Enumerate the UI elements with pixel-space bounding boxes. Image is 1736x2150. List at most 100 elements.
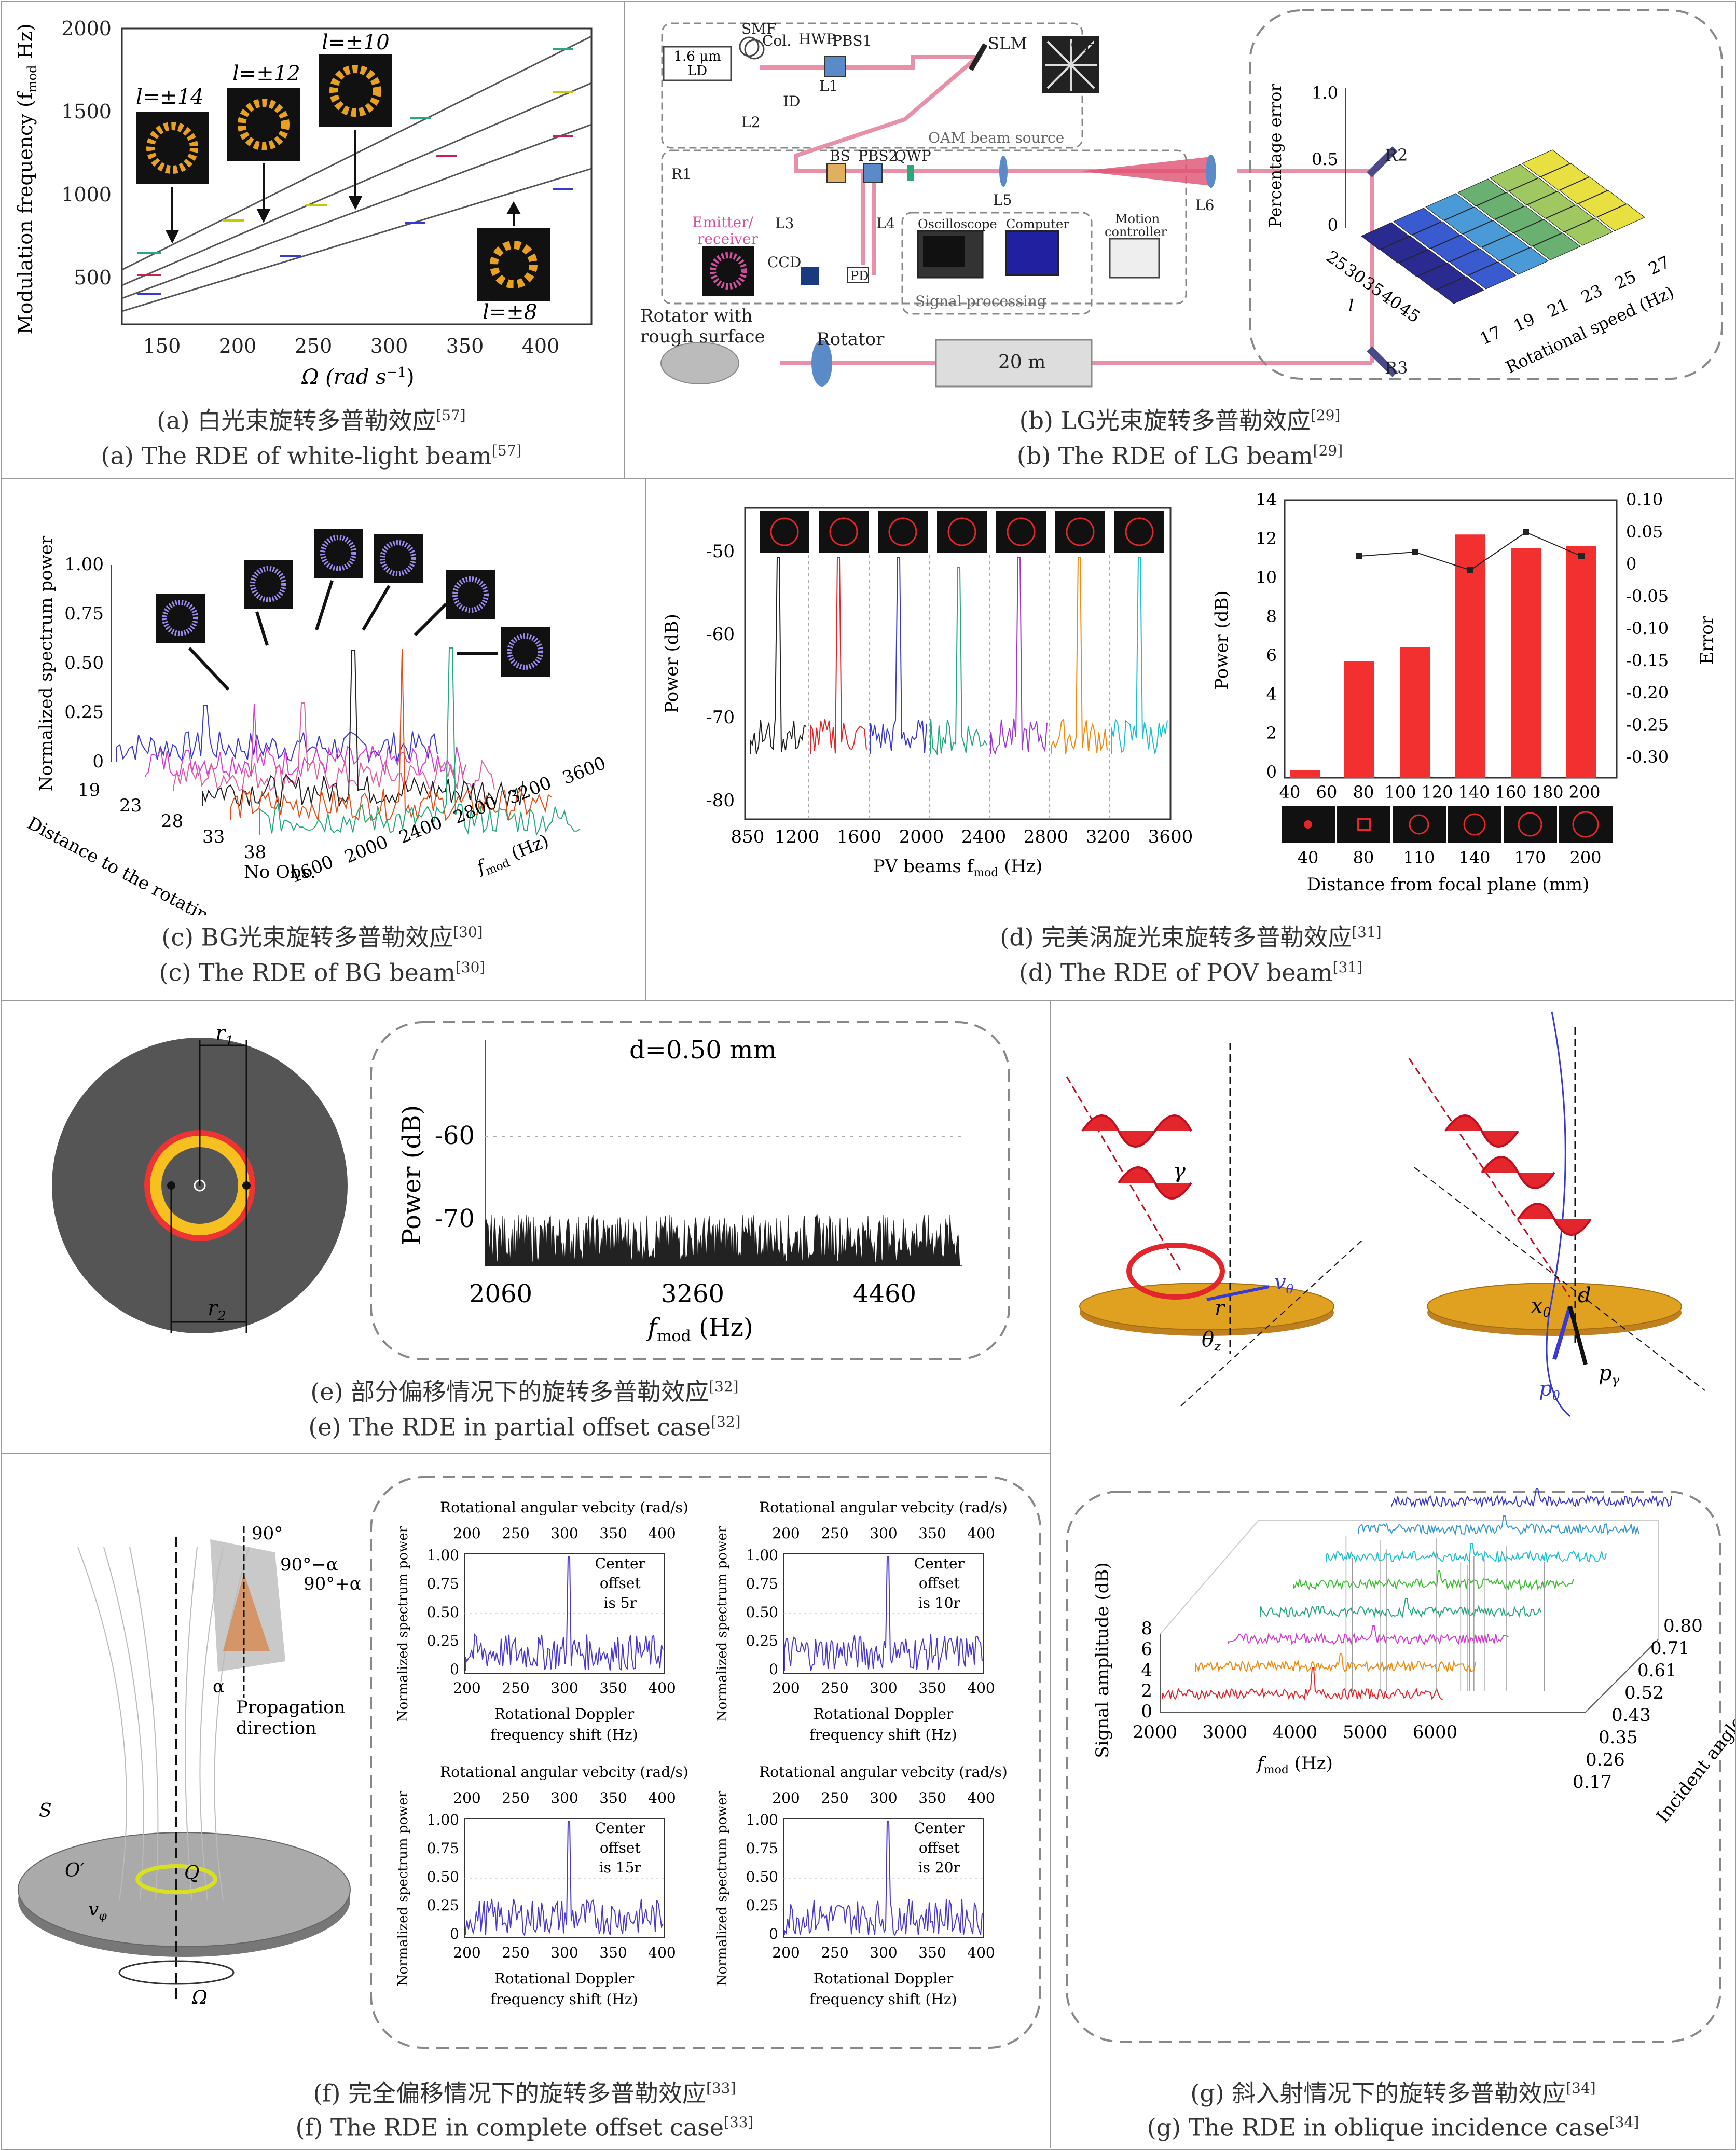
b-stick-2: 21 — [1544, 295, 1572, 322]
f-bottom-tick: 300 — [870, 1679, 897, 1697]
f-top-tick: 300 — [870, 1789, 897, 1807]
caption-a-cn: (a) 白光束旋转多普勒效应[57] — [157, 406, 466, 435]
d-by2tick-0: 0.10 — [1626, 490, 1663, 509]
b-label-id: ID — [783, 93, 801, 110]
f-ytick: 0.75 — [746, 1575, 778, 1592]
g-atick-0: 0.80 — [1663, 1616, 1703, 1636]
a-xtick-1: 200 — [219, 335, 257, 357]
b-label-pbs1: PBS1 — [832, 32, 872, 49]
f-bottom-tick: 300 — [870, 1944, 897, 1961]
a-ytick-2: 1500 — [61, 100, 112, 123]
c-ztick-2: 0.50 — [64, 653, 104, 673]
b-bar-tile — [1481, 233, 1530, 261]
f-bottom-tick: 400 — [648, 1679, 676, 1697]
b-label-rough: rough surface — [640, 326, 765, 347]
caption-b-en: (b) The RDE of LG beam[29] — [1016, 442, 1343, 470]
f-subplot-trace — [465, 1556, 664, 1671]
inset-label-14: l=±14 — [136, 85, 204, 109]
g-xtick-2: 4000 — [1273, 1722, 1318, 1743]
d-power-bars — [1290, 529, 1596, 778]
d-spectrum-trace — [1051, 557, 1108, 754]
g-ztick-4: 8 — [1141, 1618, 1152, 1639]
d-spectrum-trace — [810, 557, 867, 754]
b-bar-tile — [1412, 221, 1461, 249]
ring-inset-10 — [319, 54, 392, 127]
d-bxtick-5: 140 — [1458, 782, 1490, 802]
panel-d: -50 -60 -70 -80 850 1200 1600 2000 2400 … — [646, 479, 1735, 1000]
d-bytick-3: 6 — [1266, 645, 1277, 665]
a-xtick-5: 400 — [522, 335, 560, 357]
f-ytick: 0.25 — [427, 1897, 459, 1914]
e-r2: r2 — [208, 1297, 226, 1324]
f-offset-label: is 10r — [918, 1594, 961, 1611]
panel-b: 1.6 μm LD — [625, 0, 1735, 477]
d-bxtick-1: 60 — [1316, 782, 1338, 802]
f-bottom-tick: 400 — [648, 1944, 676, 1961]
d-bar — [1566, 546, 1596, 778]
b-label-oam: OAM beam source — [928, 129, 1064, 146]
f-ytick: 0 — [769, 1925, 778, 1942]
ring-inset-12 — [227, 88, 300, 161]
b-label-l4: L4 — [876, 215, 895, 232]
a-xtick-3: 300 — [370, 335, 408, 357]
panel-f-chart: S O′ Q vφ Ω 90° 90°−α 90°+α α Propagatio… — [18, 1476, 1041, 2049]
b-label-oscilloscope: Oscilloscope — [918, 217, 997, 231]
panel-c: 1.00 0.75 0.50 0.25 0 Normalized spectru… — [0, 479, 644, 1000]
f-prop: Propagation — [236, 1697, 346, 1718]
f-ytick: 1.00 — [746, 1811, 778, 1828]
f-top-tick: 300 — [550, 1789, 578, 1807]
f-bottom-tick: 350 — [599, 1944, 627, 1961]
b-bar-tile — [1527, 191, 1576, 219]
b-bar-tile — [1468, 261, 1517, 290]
g-zlabel: Signal amplitude (dB) — [1092, 1562, 1113, 1758]
b-label-l3: L3 — [775, 215, 794, 232]
b-label-motion: Motion — [1115, 212, 1160, 226]
ring-inset-14 — [136, 112, 209, 184]
b-label-distance: 20 m — [998, 352, 1045, 373]
b-bar-tile — [1532, 232, 1581, 260]
f-offset-label: offset — [600, 1839, 641, 1856]
g-p0: p0 — [1539, 1377, 1560, 1403]
b-stick-0: 17 — [1477, 322, 1504, 349]
panel-a-chart: l=±14 l=±12 l=±10 l=±8 150 200 250 300 3… — [14, 17, 593, 389]
d-bytick-2: 4 — [1266, 684, 1277, 704]
g-atick-3: 0.52 — [1624, 1683, 1664, 1703]
g-atick-5: 0.35 — [1599, 1727, 1638, 1748]
d-xtick-4: 2400 — [961, 826, 1007, 847]
a-ytick-3: 2000 — [61, 17, 112, 40]
b-label-receiver: receiver — [697, 230, 759, 247]
row-divider-1 — [1, 478, 1734, 479]
caption-d-cn: (d) 完美涡旋光束旋转多普勒效应[31] — [1000, 923, 1382, 952]
f-top-tick: 300 — [550, 1525, 578, 1542]
e-xlabel: fmod (Hz) — [646, 1313, 753, 1345]
f-ytick: 0.75 — [746, 1840, 778, 1857]
e-r1: r1 — [215, 1022, 234, 1049]
d-bxtick-8: 200 — [1568, 782, 1600, 802]
b-bar-tile — [1436, 276, 1484, 304]
b-bar-tile — [1361, 222, 1410, 250]
f-bottom-label2: frequency shift (Hz) — [809, 1726, 957, 1743]
f-ylabel: Normalized spectrum power — [714, 1790, 730, 1986]
a-ytick-1: 1000 — [61, 183, 112, 206]
e-xtick-2: 4460 — [853, 1279, 916, 1308]
f-offset-label: offset — [600, 1575, 641, 1592]
f-top-tick: 350 — [599, 1789, 627, 1807]
b-label-cgh: CGH — [1058, 35, 1098, 55]
d-error-point — [1412, 549, 1418, 555]
f-omega: Ω — [191, 1987, 208, 2008]
b-bar-tile — [1596, 203, 1645, 231]
row-divider-2 — [1, 1000, 1734, 1001]
g-spectrum-traces — [1162, 1488, 1672, 1701]
d-bytick-5: 10 — [1256, 568, 1277, 587]
f-ytick: 0.25 — [746, 1632, 778, 1649]
f-offset-label: offset — [919, 1575, 960, 1592]
d-bar-insets — [1282, 806, 1613, 843]
f-bottom-tick: 250 — [821, 1944, 848, 1961]
f-bottom-label2: frequency shift (Hz) — [809, 1991, 957, 2008]
caption-e-en: (e) The RDE in partial offset case[32] — [308, 1413, 741, 1441]
f-top-tick: 350 — [918, 1525, 946, 1542]
panel-b-setup: 1.6 μm LD — [640, 9, 1723, 388]
f-top-tick: 250 — [502, 1525, 529, 1542]
caption-g-en: (g) The RDE in oblique incidence case[34… — [1147, 2113, 1639, 2142]
g-atick-2: 0.61 — [1637, 1660, 1677, 1681]
